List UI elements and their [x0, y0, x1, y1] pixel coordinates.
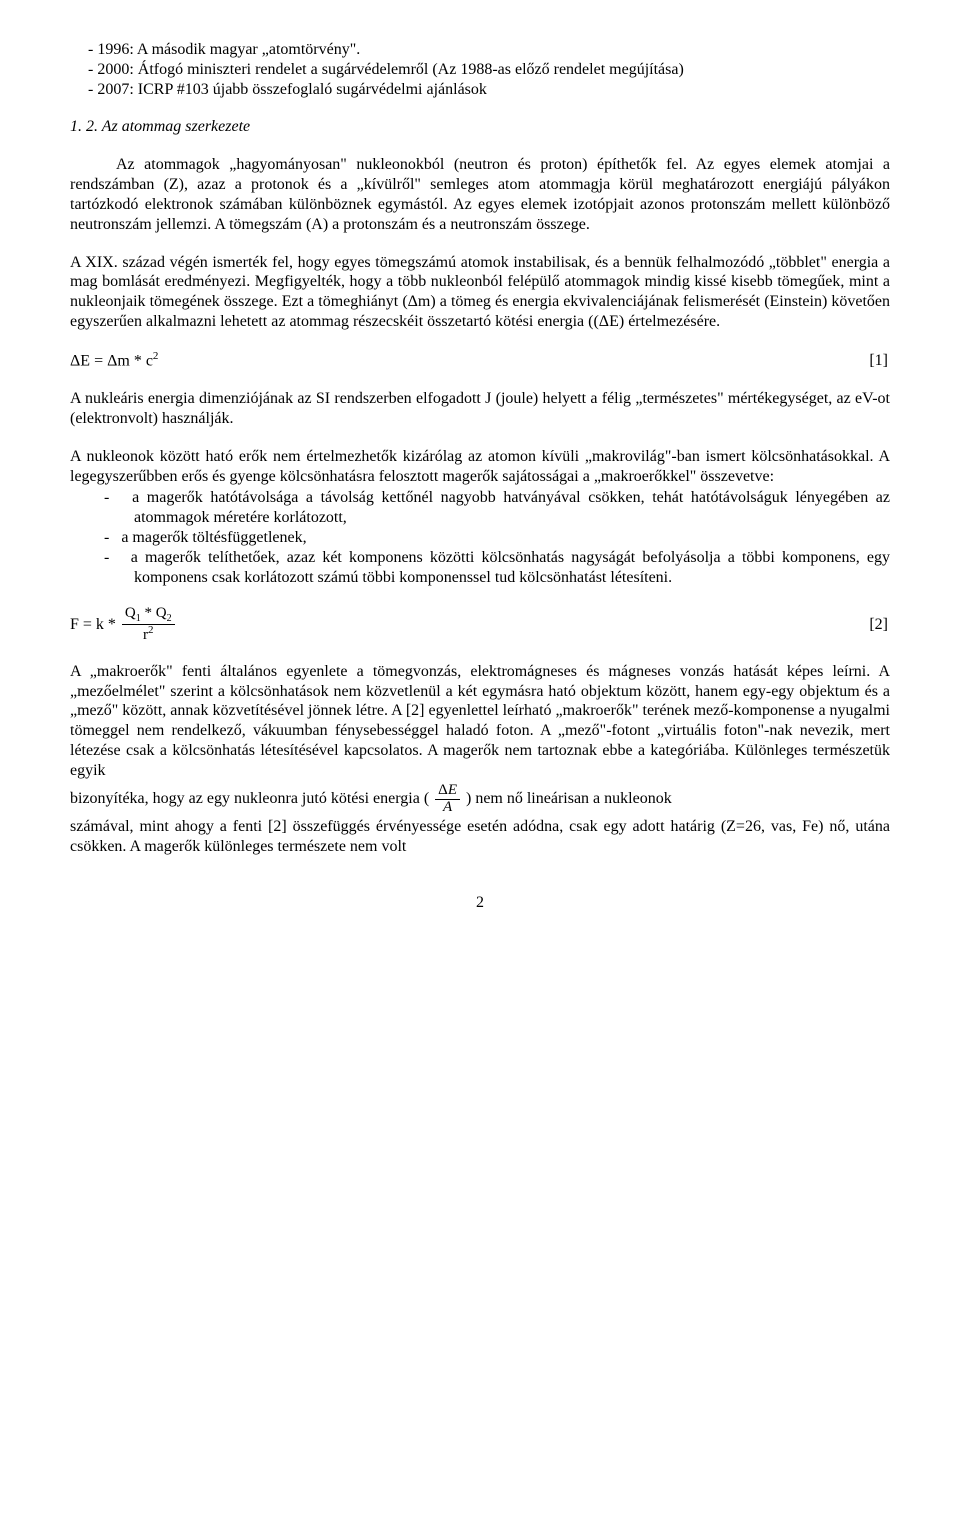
- equation-text: F = k * Q1 * Q2 r2: [70, 606, 177, 644]
- paragraph: számával, mint ahogy a fenti [2] összefü…: [70, 817, 890, 857]
- list-item: a magerők töltésfüggetlenek,: [70, 528, 890, 548]
- paragraph: A „makroerők" fenti általános egyenlete …: [70, 662, 890, 781]
- section-title: 1. 2. Az atommag szerkezete: [70, 117, 890, 137]
- paragraph: bizonyítéka, hogy az egy nukleonra jutó …: [70, 783, 890, 816]
- list-item: 1996: A második magyar „atomtörvény".: [70, 40, 890, 60]
- equation-2: F = k * Q1 * Q2 r2 [2]: [70, 606, 890, 644]
- history-list: 1996: A második magyar „atomtörvény". 20…: [70, 40, 890, 99]
- list-item: 2007: ICRP #103 újabb összefoglaló sugár…: [70, 80, 890, 100]
- equation-text: ΔE = Δm * c2: [70, 350, 158, 371]
- properties-list: a magerők hatótávolsága a távolság kettő…: [70, 488, 890, 587]
- paragraph: Az atommagok „hagyományosan" nukleonokbó…: [70, 155, 890, 234]
- body-text: ) nem nő lineárisan a nukleonok: [466, 790, 672, 807]
- equation-1: ΔE = Δm * c2 [1]: [70, 350, 890, 371]
- equation-label: [1]: [869, 351, 890, 371]
- paragraph: A nukleonok között ható erők nem értelme…: [70, 447, 890, 487]
- body-text: Az atommagok „hagyományosan" nukleonokbó…: [70, 156, 890, 232]
- body-text: bizonyítéka, hogy az egy nukleonra jutó …: [70, 790, 429, 807]
- page-number: 2: [70, 893, 890, 913]
- paragraph: A nukleáris energia dimenziójának az SI …: [70, 389, 890, 429]
- list-item: a magerők hatótávolsága a távolság kettő…: [70, 488, 890, 528]
- inline-fraction: ΔE A: [435, 783, 460, 816]
- equation-label: [2]: [869, 615, 890, 635]
- paragraph: A XIX. század végén ismerték fel, hogy e…: [70, 253, 890, 332]
- list-item: 2000: Átfogó miniszteri rendelet a sugár…: [70, 60, 890, 80]
- list-item: a magerők telíthetőek, azaz két komponen…: [70, 548, 890, 588]
